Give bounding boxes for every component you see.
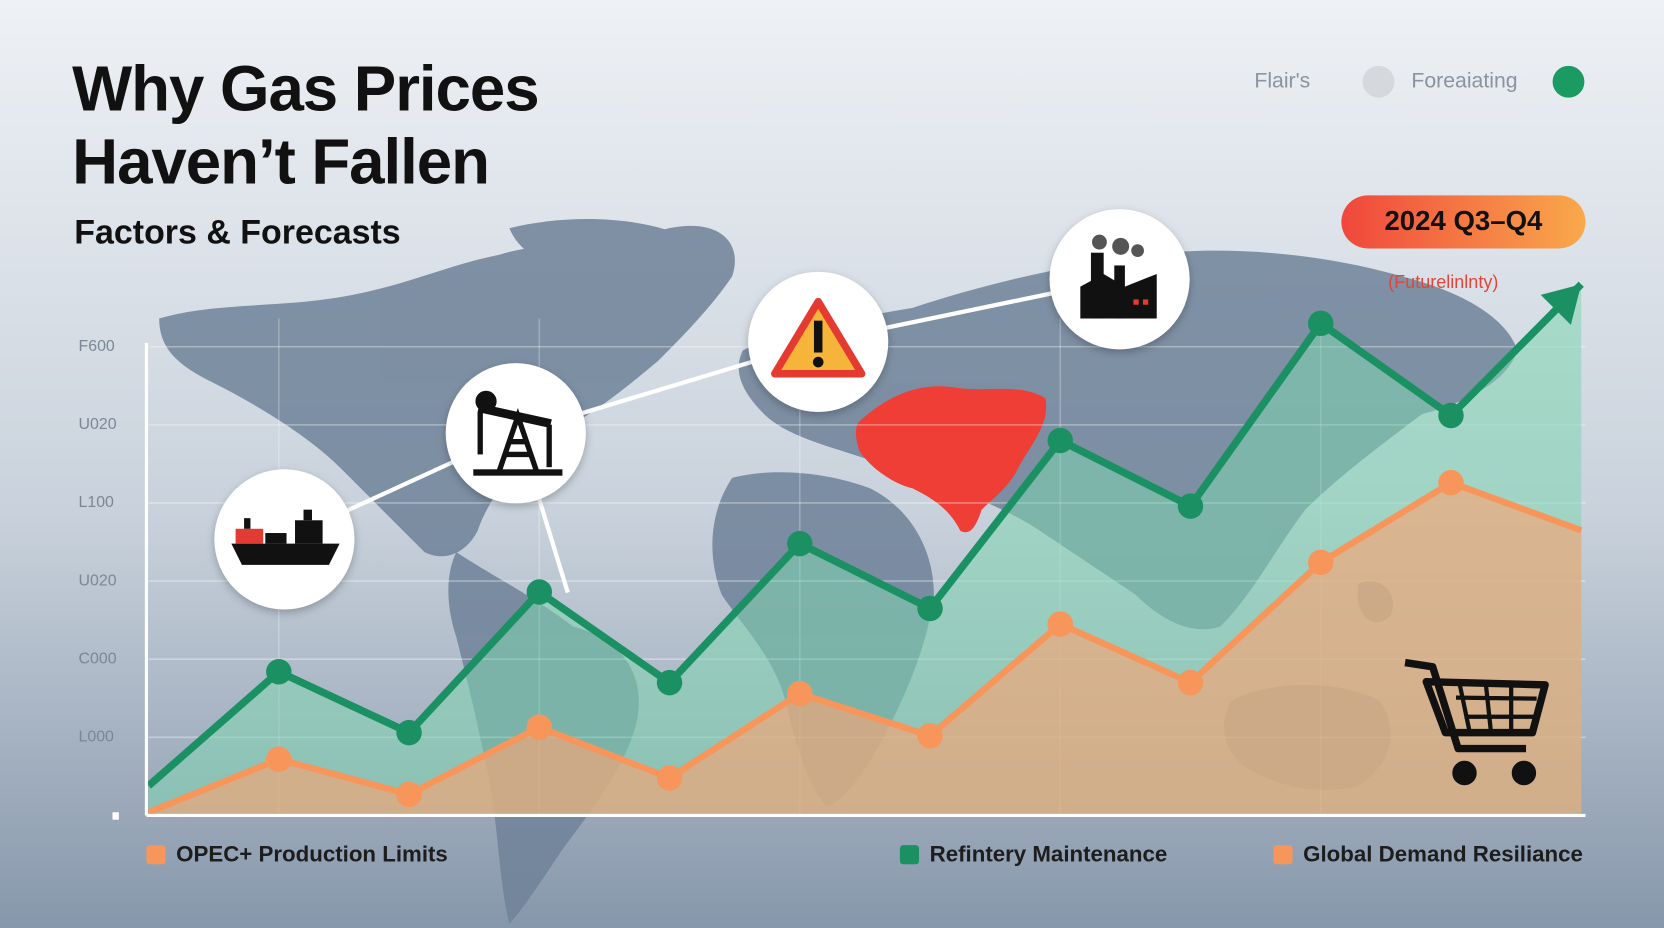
point	[1047, 427, 1073, 454]
point	[1308, 310, 1334, 337]
point	[1177, 493, 1204, 519]
legend-label: Global Demand Resiliance	[1303, 842, 1583, 867]
cart-icon	[1404, 658, 1549, 786]
point	[266, 746, 292, 772]
legend: OPEC+ Production Limits Refintery Mainten…	[146, 842, 1583, 867]
axis-origin-mark	[112, 812, 119, 820]
point	[787, 530, 813, 557]
point	[1308, 549, 1334, 576]
y-tick-label: L100	[79, 494, 115, 511]
chart-subtitle: Factors & Forecasts	[74, 214, 400, 252]
point	[396, 719, 422, 746]
period-badge-label: 2024 Q3–Q4	[1384, 205, 1543, 236]
y-tick-label: F600	[79, 338, 115, 355]
point	[396, 781, 422, 808]
connectors	[283, 277, 1121, 594]
point	[917, 595, 943, 622]
point	[656, 765, 683, 791]
top-legend-label: Foreaiating	[1411, 69, 1517, 92]
arrow-head	[1540, 284, 1582, 325]
area	[148, 482, 1582, 816]
y-tick-label: C000	[79, 650, 117, 667]
legend-label: OPEC+ Production Limits	[176, 842, 448, 867]
oil-pump-icon	[445, 363, 586, 504]
top-legend: Flair's Foreaiating	[1254, 65, 1585, 98]
legend-swatch	[1273, 845, 1293, 865]
period-badge	[1341, 195, 1586, 249]
point	[1177, 669, 1204, 696]
point	[787, 680, 813, 707]
y-tick-label: L000	[79, 729, 115, 746]
point	[656, 669, 683, 696]
warning-icon	[748, 271, 889, 412]
y-tick-label: U020	[79, 416, 117, 433]
legend-label: Refintery Maintenance	[930, 842, 1168, 867]
conflict-region	[855, 386, 1047, 533]
line	[146, 281, 1584, 789]
point	[1047, 611, 1073, 637]
point	[526, 579, 553, 605]
point	[1438, 469, 1464, 496]
point	[526, 714, 553, 740]
legend-swatch	[899, 845, 920, 865]
point	[1438, 402, 1464, 429]
ship-icon	[214, 469, 355, 610]
factory-icon	[1049, 209, 1190, 350]
annotation: (Futurelinlnty)	[1388, 272, 1498, 292]
top-legend-label: Flair's	[1254, 69, 1310, 92]
y-tick-label: U020	[79, 572, 117, 589]
chart-title-line: Haven’t Fallen	[72, 127, 489, 198]
point	[917, 723, 943, 749]
plot	[146, 281, 1584, 816]
top-legend-dot	[1362, 65, 1395, 98]
top-legend-dot	[1552, 65, 1585, 98]
point	[266, 658, 292, 685]
line	[147, 479, 1583, 816]
chart-title: Why Gas Prices	[72, 53, 538, 124]
legend-swatch	[146, 845, 166, 865]
